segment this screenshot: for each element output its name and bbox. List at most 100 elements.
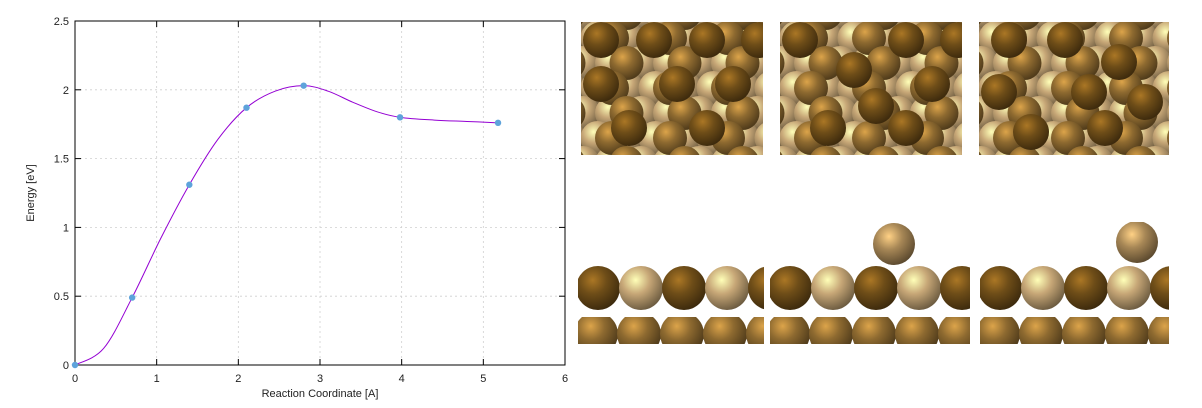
atom [741, 22, 763, 58]
atom [938, 312, 970, 344]
atom [1013, 114, 1049, 150]
atom [715, 66, 751, 102]
atom [754, 123, 763, 153]
x-tick-label: 3 [317, 373, 323, 385]
atom [581, 51, 586, 75]
atom [1087, 110, 1123, 146]
atom [703, 312, 747, 344]
atom [636, 22, 672, 58]
atom [1148, 312, 1169, 344]
atom [866, 46, 901, 80]
y-tick-labels: 0 0.5 1 1.5 2 2.5 [54, 16, 69, 372]
axis-ticks [74, 20, 566, 366]
data-point [396, 114, 404, 121]
atom [980, 266, 1022, 310]
x-tick-label: 4 [399, 373, 405, 385]
data-point [186, 181, 193, 188]
atom [1167, 105, 1169, 121]
atom [581, 151, 584, 155]
atom [780, 101, 785, 125]
atom [979, 151, 982, 155]
atom [868, 146, 899, 155]
final-state-top-view [979, 22, 1169, 155]
atom [1127, 84, 1163, 120]
atom [1062, 312, 1106, 344]
atom [1071, 74, 1107, 110]
atom [581, 101, 586, 125]
x-tick-label: 5 [480, 373, 486, 385]
atom [873, 223, 915, 265]
final-state-side-view [980, 222, 1169, 344]
atoms [581, 22, 763, 155]
data-points [71, 82, 502, 369]
atom [979, 146, 996, 155]
atom [725, 96, 760, 130]
atom-layer-render [770, 222, 970, 344]
atom [619, 266, 663, 310]
atom [1101, 44, 1137, 80]
atom [897, 266, 941, 310]
atom [1167, 130, 1169, 146]
atom [581, 22, 583, 25]
atom [979, 101, 984, 125]
atom [924, 96, 959, 130]
transition-state-top-view [780, 22, 962, 155]
atom [770, 312, 810, 344]
y-tick-label: 1 [63, 222, 69, 234]
atoms [979, 22, 1169, 155]
atom [953, 123, 962, 153]
atom [578, 266, 620, 310]
atom [1107, 266, 1151, 310]
energy-profile-chart: 0 1 2 3 4 5 6 0 0.5 1 1.5 2 2.5 Reaction Coordinate… [25, 16, 568, 400]
atom [780, 146, 797, 155]
atom [926, 146, 957, 155]
atom [810, 146, 841, 155]
data-point [243, 104, 250, 111]
atom [981, 74, 1017, 110]
atom [794, 71, 828, 105]
data-point [300, 82, 307, 89]
atom-layer-render [578, 222, 764, 344]
atom [689, 110, 725, 146]
atom [581, 146, 598, 155]
atoms [980, 222, 1169, 344]
atom [940, 266, 970, 310]
atom [895, 312, 939, 344]
initial-state-side-view [578, 222, 764, 344]
atom [1019, 312, 1063, 344]
atom [1167, 55, 1169, 71]
atom [617, 312, 661, 344]
atom-layer-render [780, 22, 962, 155]
atoms [578, 266, 764, 344]
y-tick-label: 0 [63, 360, 69, 372]
x-tick-labels: 0 1 2 3 4 5 6 [72, 373, 568, 385]
atom [746, 312, 764, 344]
atom [583, 66, 619, 102]
atom [669, 146, 700, 155]
atom [748, 266, 764, 310]
atom [780, 22, 782, 25]
atom [780, 51, 785, 75]
atom [852, 312, 896, 344]
atom [854, 266, 898, 310]
y-tick-label: 2 [63, 85, 69, 97]
atom [578, 312, 618, 344]
y-tick-label: 0.5 [54, 291, 69, 303]
y-tick-label: 1.5 [54, 154, 69, 166]
atom [689, 22, 725, 58]
atom [1047, 22, 1083, 58]
atom [888, 22, 924, 58]
data-point [494, 119, 502, 127]
atom [609, 46, 644, 80]
atom [770, 266, 812, 310]
atom [1125, 146, 1156, 155]
atom [1116, 222, 1158, 263]
atom [991, 22, 1027, 58]
atom [727, 146, 758, 155]
grid-lines [75, 21, 565, 365]
atom [1167, 80, 1169, 96]
atom [810, 110, 846, 146]
atom [653, 121, 687, 155]
atom [662, 266, 706, 310]
transition-state-side-view [770, 222, 970, 344]
